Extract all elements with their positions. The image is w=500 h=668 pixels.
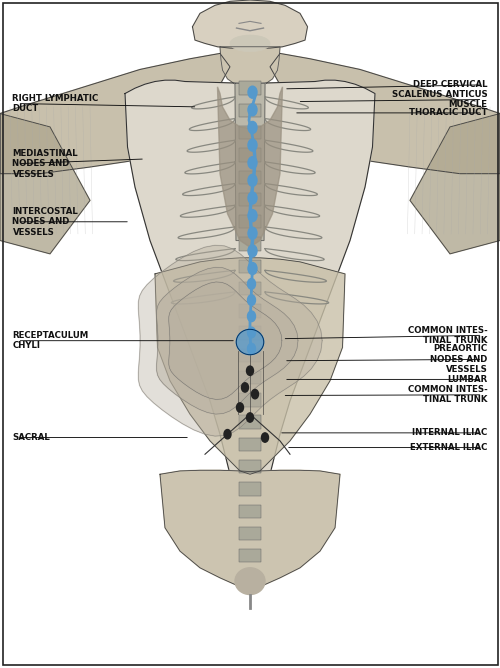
Circle shape — [242, 383, 248, 392]
Circle shape — [248, 86, 257, 98]
Circle shape — [248, 192, 257, 204]
Bar — [239, 482, 261, 496]
Polygon shape — [138, 245, 322, 436]
Polygon shape — [220, 47, 280, 87]
Bar — [239, 215, 261, 228]
Bar — [239, 282, 261, 295]
Circle shape — [248, 104, 257, 116]
Text: INTERCOSTAL
NODES AND
VESSELS: INTERCOSTAL NODES AND VESSELS — [12, 207, 78, 236]
Polygon shape — [410, 114, 500, 254]
Circle shape — [248, 157, 257, 169]
Polygon shape — [156, 267, 298, 414]
Circle shape — [224, 430, 231, 439]
Ellipse shape — [230, 35, 270, 52]
Text: INTERNAL ILIAC: INTERNAL ILIAC — [412, 428, 488, 438]
Text: RECEPTACULUM
CHYLI: RECEPTACULUM CHYLI — [12, 331, 89, 351]
Polygon shape — [169, 282, 282, 399]
Bar — [239, 415, 261, 429]
Bar — [239, 371, 261, 384]
Polygon shape — [0, 114, 90, 254]
Circle shape — [248, 311, 256, 322]
Circle shape — [248, 174, 257, 186]
Circle shape — [252, 389, 258, 399]
Circle shape — [248, 327, 256, 338]
Circle shape — [248, 210, 257, 222]
Bar — [239, 81, 261, 95]
Circle shape — [248, 343, 256, 354]
Bar — [239, 148, 261, 162]
Bar — [239, 193, 261, 206]
Circle shape — [248, 295, 256, 305]
Bar — [239, 438, 261, 451]
Circle shape — [248, 122, 257, 134]
Bar — [239, 327, 261, 340]
Circle shape — [236, 403, 244, 412]
Circle shape — [262, 433, 268, 442]
Polygon shape — [235, 84, 265, 240]
Bar — [239, 393, 261, 407]
Bar — [239, 504, 261, 518]
Text: EXTERNAL ILIAC: EXTERNAL ILIAC — [410, 443, 488, 452]
Text: COMMON INTES-
TINAL TRUNK: COMMON INTES- TINAL TRUNK — [408, 325, 488, 345]
Circle shape — [248, 245, 257, 257]
Text: PREAORTIC
NODES AND
VESSELS: PREAORTIC NODES AND VESSELS — [430, 345, 488, 374]
Circle shape — [246, 413, 254, 422]
Circle shape — [248, 227, 257, 239]
Text: RIGHT LYMPHATIC
DUCT: RIGHT LYMPHATIC DUCT — [12, 94, 99, 114]
Text: SACRAL: SACRAL — [12, 433, 50, 442]
Text: LUMBAR: LUMBAR — [448, 375, 488, 384]
Bar — [239, 304, 261, 317]
Text: MEDIASTINAL
NODES AND
VESSELS: MEDIASTINAL NODES AND VESSELS — [12, 149, 78, 178]
Polygon shape — [160, 470, 340, 589]
Bar — [239, 460, 261, 474]
Polygon shape — [218, 87, 282, 247]
Text: SCALENUS ANTICUS
MUSCLE: SCALENUS ANTICUS MUSCLE — [392, 90, 488, 110]
Bar — [239, 527, 261, 540]
Bar — [239, 170, 261, 184]
Text: COMMON INTES-
TINAL TRUNK: COMMON INTES- TINAL TRUNK — [408, 385, 488, 405]
Polygon shape — [192, 0, 308, 49]
Bar — [239, 126, 261, 140]
Circle shape — [248, 263, 257, 275]
Polygon shape — [0, 53, 230, 174]
Text: THORACIC DUCT: THORACIC DUCT — [409, 108, 488, 118]
Bar — [239, 349, 261, 362]
Bar — [239, 237, 261, 250]
Polygon shape — [155, 258, 345, 474]
Circle shape — [248, 279, 256, 289]
Circle shape — [246, 366, 254, 375]
Bar — [239, 104, 261, 117]
Text: DEEP CERVICAL: DEEP CERVICAL — [413, 80, 488, 90]
Bar — [239, 260, 261, 273]
Bar — [239, 549, 261, 562]
Polygon shape — [125, 80, 375, 554]
Polygon shape — [270, 53, 500, 174]
Circle shape — [248, 139, 257, 151]
Ellipse shape — [236, 329, 264, 355]
Ellipse shape — [235, 568, 265, 595]
